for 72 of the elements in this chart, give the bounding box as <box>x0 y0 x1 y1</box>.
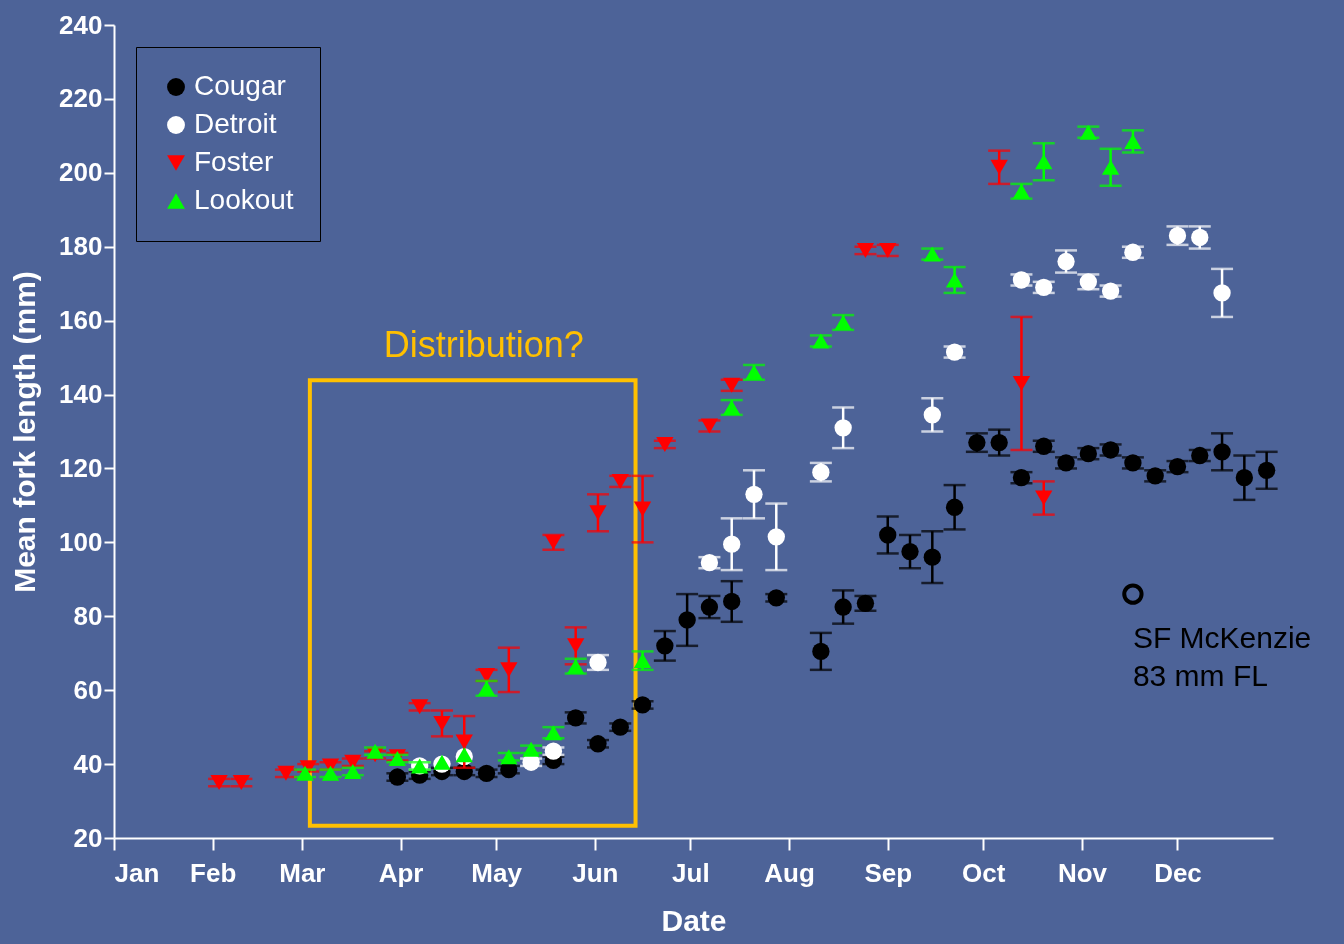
point <box>901 542 919 561</box>
point <box>589 505 607 521</box>
y-tick-label: 200 <box>59 157 103 188</box>
x-tick-label: Dec <box>1154 857 1202 888</box>
annotation: Distribution? <box>383 324 584 366</box>
x-tick-label: Jun <box>572 857 619 888</box>
point <box>990 433 1008 452</box>
point <box>1257 461 1276 479</box>
point <box>879 526 897 544</box>
x-axis-title: Date <box>661 903 727 937</box>
legend-label: Lookout <box>194 184 294 215</box>
point <box>745 485 763 503</box>
point <box>723 535 741 553</box>
x-tick-label: Feb <box>190 857 237 888</box>
point <box>834 598 852 616</box>
y-tick-label: 140 <box>59 379 103 410</box>
x-tick-label: Nov <box>1057 857 1108 888</box>
point <box>834 419 852 437</box>
point <box>296 765 314 781</box>
point <box>455 734 473 750</box>
point <box>567 638 585 654</box>
y-tick-label: 80 <box>73 600 103 631</box>
y-tick-label: 120 <box>59 452 103 483</box>
point <box>767 589 785 607</box>
y-tick-label: 100 <box>59 526 103 557</box>
x-tick-label: Sep <box>864 857 913 888</box>
legend-label: Detroit <box>194 108 277 139</box>
point <box>945 272 964 288</box>
annotation: SF McKenzie 83 mm FL <box>1132 621 1312 693</box>
y-tick-label: 180 <box>59 231 103 262</box>
point <box>633 501 652 517</box>
point <box>767 528 785 546</box>
point <box>633 696 652 714</box>
point <box>1213 443 1231 461</box>
legend-label: Foster <box>194 146 274 177</box>
point <box>1012 375 1031 391</box>
x-tick-label: May <box>471 857 523 888</box>
legend-label: Cougar <box>194 70 286 101</box>
y-tick-label: 160 <box>59 305 103 336</box>
point <box>678 611 696 629</box>
point <box>990 159 1008 175</box>
y-axis-title: Mean fork length (mm) <box>8 271 42 593</box>
point <box>923 406 941 424</box>
point <box>388 768 407 786</box>
point <box>500 662 518 678</box>
x-tick-label: Aug <box>764 857 815 888</box>
x-tick-label: Oct <box>962 857 1006 888</box>
point <box>589 735 607 753</box>
y-tick-label: 20 <box>73 822 103 853</box>
point <box>945 498 964 516</box>
x-tick-label: Mar <box>279 857 326 888</box>
point <box>812 642 830 661</box>
point <box>433 715 451 731</box>
y-tick-label: 60 <box>73 674 103 705</box>
point <box>1122 583 1144 605</box>
x-tick-label: Jan <box>114 857 160 888</box>
point <box>544 742 563 760</box>
point <box>1213 284 1231 302</box>
point <box>1235 469 1253 487</box>
x-tick-label: Apr <box>378 857 424 888</box>
point <box>1101 159 1120 175</box>
point <box>723 592 741 611</box>
x-tick-label: Jul <box>672 857 710 888</box>
y-tick-label: 240 <box>59 9 103 40</box>
point <box>1124 133 1142 149</box>
point <box>656 637 674 655</box>
y-tick-label: 40 <box>73 748 103 779</box>
point <box>923 548 941 566</box>
point <box>1035 154 1053 170</box>
point <box>1035 490 1053 506</box>
y-tick-label: 220 <box>59 83 103 114</box>
point <box>611 718 629 736</box>
